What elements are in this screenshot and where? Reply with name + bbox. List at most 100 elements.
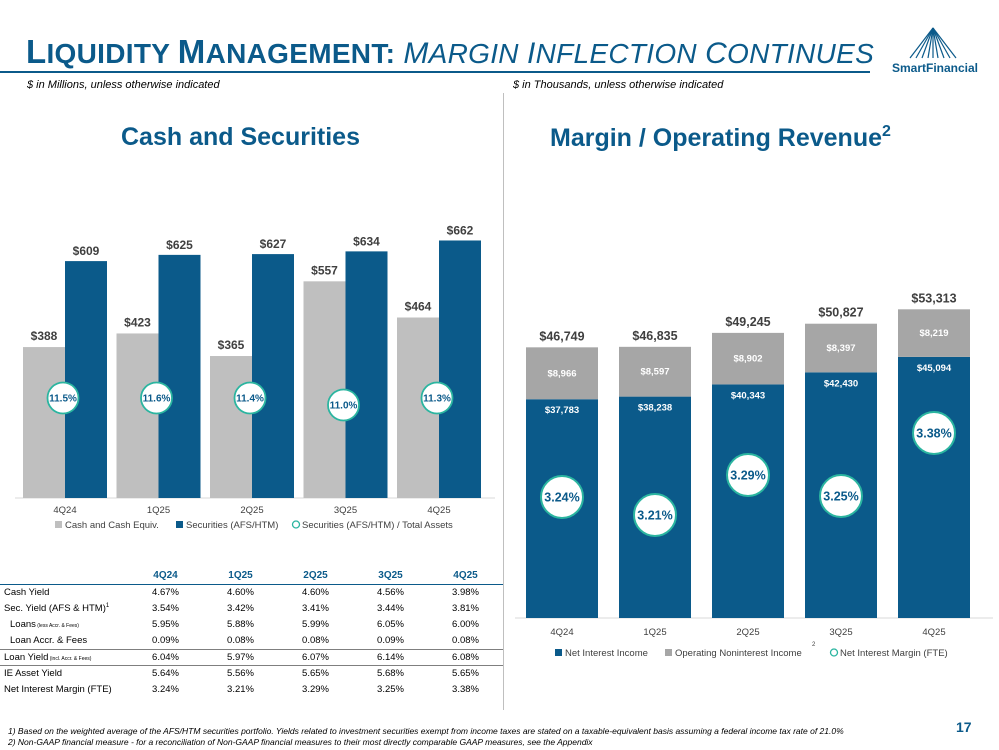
label-securities: $662 [447,223,474,237]
nim-marker [540,475,584,519]
label-securities: $625 [166,238,193,252]
x-tick-label: 2Q25 [240,505,263,516]
row-label: Loans (less Accr. & Fees) [10,619,79,631]
ratio-label: 11.6% [143,394,171,405]
bar-cash [116,333,159,498]
ratio-label: 11.0% [330,401,358,412]
table-cell: 3.38% [452,684,479,696]
label-securities: $627 [260,237,287,251]
x-tick-label: 2Q25 [736,627,759,638]
nim-marker [633,493,677,537]
x-tick-label: 1Q25 [147,505,170,516]
row-label: Cash Yield [4,586,50,598]
table-cell: 4.56% [377,586,404,598]
footnote-1: 1) Based on the weighted average of the … [8,726,844,736]
section-divider [503,93,504,710]
legend-swatch-cash [55,521,62,528]
ratio-label: 11.4% [236,394,264,405]
label-total: $46,835 [632,329,677,343]
legend-swatch-nii [555,649,562,656]
x-tick-label: 3Q25 [829,627,852,638]
nim-marker [819,474,863,518]
table-cell: 6.00% [452,619,479,631]
table-cell: 3.54% [152,602,179,614]
table-cell: 3.42% [227,602,254,614]
table-cell: 4.60% [302,586,329,598]
x-tick-label: 4Q25 [922,627,945,638]
right-subtitle: $ in Thousands, unless otherwise indicat… [513,79,724,91]
row-label: Net Interest Margin (FTE) [4,684,112,696]
legend-noninterest-sup: 2 [812,642,816,648]
table-cell: 0.08% [227,635,254,647]
bar-securities [158,254,201,498]
table-cell: 3.24% [152,684,179,696]
table-cell: 3.98% [452,586,479,598]
label-noninterest-income: $8,219 [919,328,948,339]
table-cell: 6.14% [353,648,428,666]
table-row: Sec. Yield (AFS & HTM)1 3.54% 3.42% 3.41% 3.… [0,600,503,616]
table-row: Loan Yield (incl. Accr. & Fees) 6.04% 5.97… [0,648,503,666]
table-cell: 5.64% [128,664,203,682]
legend-swatch-noninterest [665,649,672,656]
row-label: Loan Accr. & Fees [10,635,88,647]
table-cell: 5.65% [278,664,353,682]
label-net-interest-income: $45,094 [917,363,952,374]
table-cell: 4.60% [227,586,254,598]
bar-noninterest-income [712,332,784,385]
table-cell: 6.08% [428,648,503,666]
ratio-marker [140,381,173,415]
table-header-row: 4Q24 1Q25 2Q25 3Q25 4Q25 [0,567,503,585]
table-cell: 3.44% [377,602,404,614]
bar-cash [23,347,65,498]
nim-label: 3.38% [916,427,951,441]
ratio-marker [420,381,454,415]
label-cash: $464 [405,300,432,314]
right-section-title: Margin / Operating Revenue2 [550,123,891,152]
table-cell: 0.08% [452,635,479,647]
bar-net-interest-income [898,356,970,618]
legend-cash: Cash and Cash Equiv. [65,520,159,531]
table-cell: 3.29% [302,684,329,696]
table-header: 4Q24 [128,567,203,585]
ratio-marker [46,381,80,415]
legend-noninterest: Operating Noninterest Income [675,648,802,659]
bar-noninterest-income [805,323,877,373]
table-cell: 0.09% [377,635,404,647]
label-net-interest-income: $38,238 [638,403,672,414]
table-header: 3Q25 [353,567,428,585]
legend-swatch-nim [829,648,839,657]
table-row: Loans (less Accr. & Fees) 5.95% 5.88% 5.99%… [0,617,503,633]
label-noninterest-income: $8,397 [826,343,855,354]
label-net-interest-income: $42,430 [824,378,858,389]
logo-text: SmartFinancial [891,61,979,75]
table-header: 4Q25 [428,567,503,585]
table-cell: 3.81% [452,602,479,614]
x-tick-label: 4Q25 [427,505,450,516]
bar-securities [65,261,107,498]
table-cell: 5.88% [227,619,254,631]
legend-swatch-ratio [291,520,301,529]
label-securities: $609 [73,244,100,258]
bar-noninterest-income [526,347,598,400]
label-securities: $634 [353,234,380,248]
label-total: $50,827 [818,306,863,320]
x-tick-label: 1Q25 [643,627,666,638]
label-total: $53,313 [911,291,956,305]
bar-securities [439,240,481,498]
label-net-interest-income: $37,783 [545,405,579,416]
logo-icon [909,27,957,59]
table-cell: 3.21% [227,684,254,696]
label-cash: $557 [311,263,338,277]
legend-nim: Net Interest Margin (FTE) [840,648,948,659]
row-label: Loan Yield (incl. Accr. & Fees) [0,648,128,666]
x-tick-label: 4Q24 [550,627,573,638]
table-cell: 5.65% [428,664,503,682]
nim-label: 3.29% [730,469,765,483]
margin-revenue-chart: $37,783 $8,966 $46,749 3.24% 4Q24 $38,238 $8,5… [515,291,993,659]
bar-securities [345,251,388,498]
page-number: 17 [956,719,972,735]
bar-noninterest-income [898,309,970,357]
nim-label: 3.25% [823,490,858,504]
cash-securities-chart: $388 $609 11.5% 4Q24 $423 $625 11.6% 1Q25 $365 $6… [15,223,495,531]
label-total: $49,245 [725,315,770,329]
